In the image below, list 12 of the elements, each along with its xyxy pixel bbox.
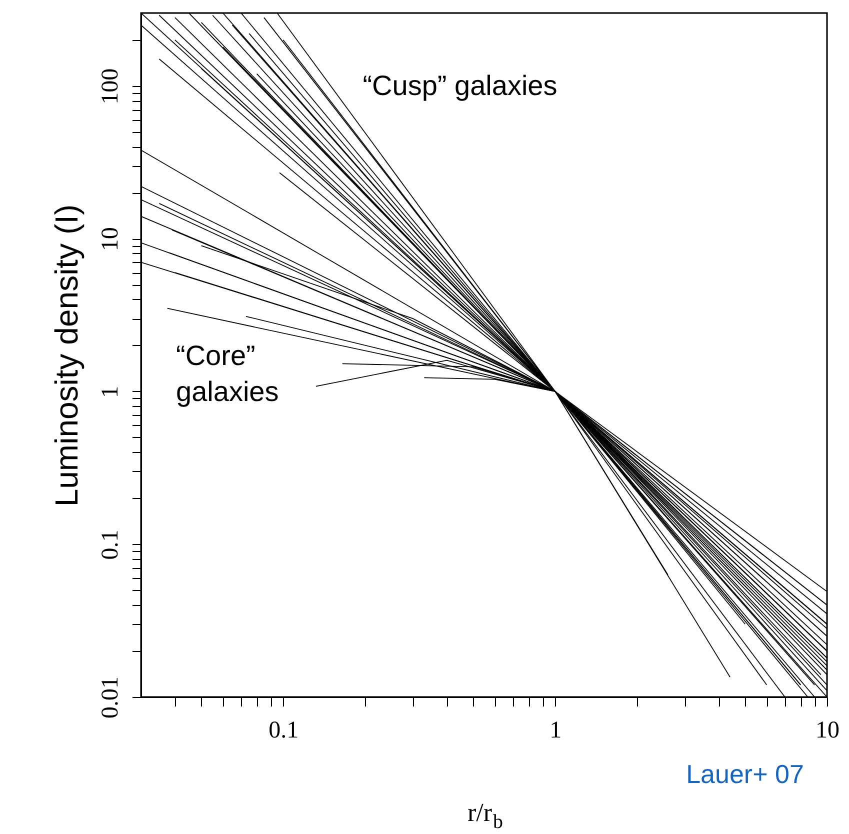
text: Lauer+ 07 xyxy=(686,759,804,789)
y-tick-label: 0.1 xyxy=(98,530,124,560)
y-tick-label: 1 xyxy=(98,386,124,398)
y-tick-label: 0.01 xyxy=(98,676,124,718)
y-tick-label: 10 xyxy=(98,227,124,252)
x-tick-label: 0.1 xyxy=(268,718,299,744)
y-axis-title: Luminosity density (I) xyxy=(48,204,84,507)
annotation: “Cusp” galaxies xyxy=(362,70,558,101)
x-tick-label: 10 xyxy=(816,718,840,744)
y-tick-label: 100 xyxy=(98,68,124,104)
x-tick-label: 1 xyxy=(550,718,562,744)
annotation: “Core” galaxies xyxy=(176,340,279,407)
